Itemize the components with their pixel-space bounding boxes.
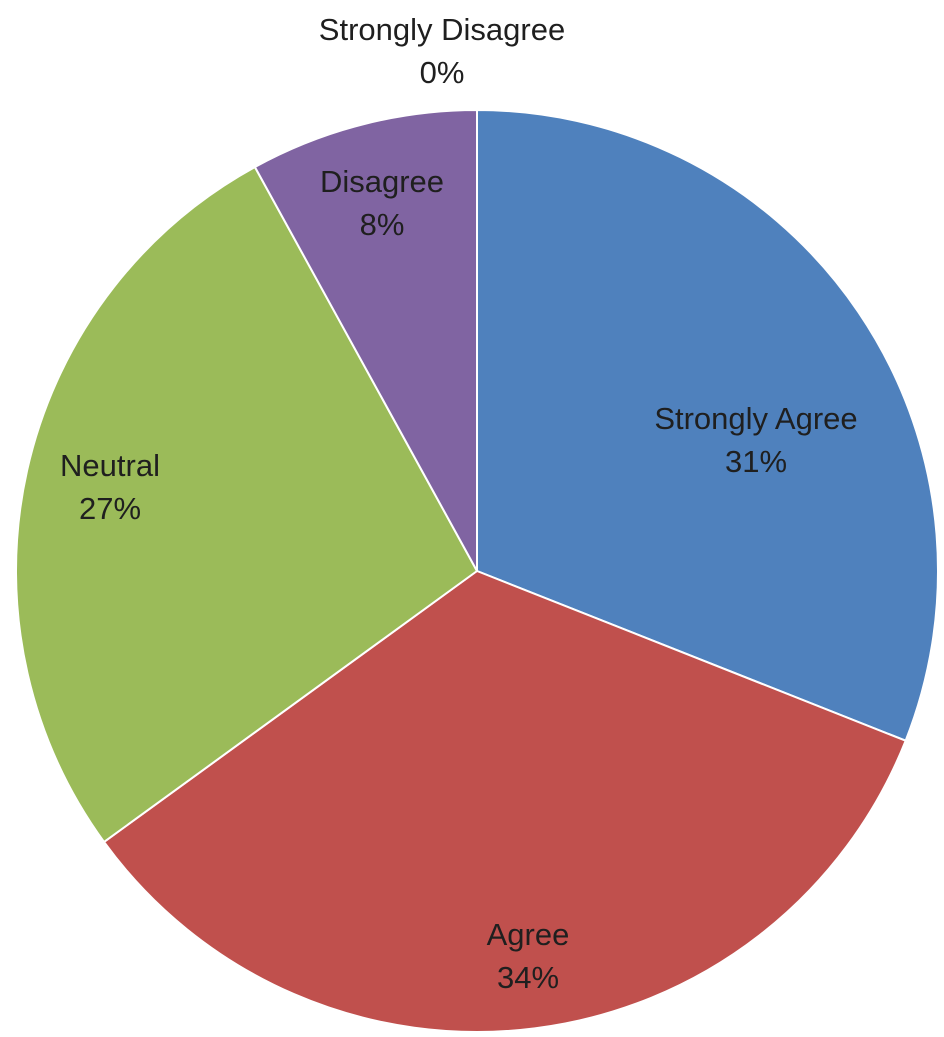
- slice-value-strongly-agree: 31%: [725, 444, 787, 479]
- slice-value-disagree: 8%: [360, 207, 405, 242]
- slice-labels: Strongly Agree 31% Agree 34% Neutral 27% Disag…: [60, 12, 858, 995]
- slice-label-strongly-agree: Strongly Agree: [654, 401, 857, 436]
- slice-value-neutral: 27%: [79, 491, 141, 526]
- slice-value-strongly-disagree: 0%: [420, 55, 465, 90]
- pie-slice-agree: [102, 569, 907, 1033]
- slice-value-agree: 34%: [497, 960, 559, 995]
- slice-label-disagree: Disagree: [320, 164, 444, 199]
- slice-label-strongly-disagree: Strongly Disagree: [319, 12, 565, 47]
- slice-label-neutral: Neutral: [60, 448, 160, 483]
- slice-label-agree: Agree: [487, 917, 570, 952]
- pie-slice-neutral: [15, 165, 479, 844]
- pie-slice-strongly-agree: [476, 108, 939, 743]
- pie-slice-disagree: [253, 108, 478, 572]
- pie-slices: [15, 108, 939, 1033]
